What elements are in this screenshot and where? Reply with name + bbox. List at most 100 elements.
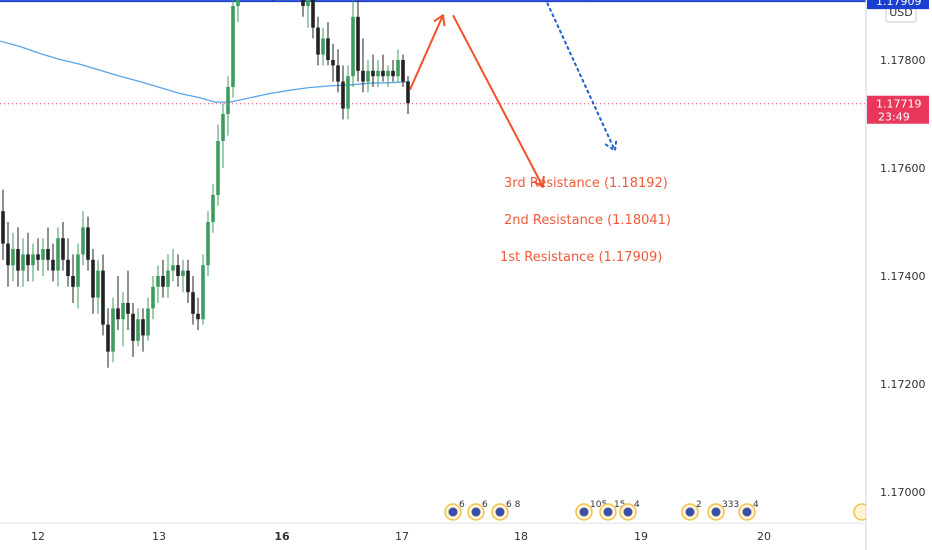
candle-body: [201, 265, 205, 320]
candle: [316, 16, 320, 66]
current-price-badge: [867, 95, 929, 124]
candle-body: [381, 70, 385, 77]
candle: [371, 54, 375, 87]
candle-body: [206, 222, 210, 266]
candle: [131, 303, 135, 357]
candle-body: [136, 319, 140, 341]
event-marker[interactable]: 105: [575, 500, 607, 521]
candle-body: [76, 254, 80, 287]
candle-body: [341, 81, 345, 109]
event-count: 333: [722, 500, 739, 510]
event-marker[interactable]: 6: [467, 500, 488, 521]
candle-body: [111, 308, 115, 352]
event-count: 15: [614, 500, 625, 510]
candle-body: [31, 254, 35, 266]
candle: [236, 0, 240, 23]
candle-body: [86, 227, 90, 260]
candle-body: [106, 324, 110, 352]
candle-body: [21, 254, 25, 271]
x-tick-label: 16: [274, 530, 290, 543]
event-marker[interactable]: 15: [599, 500, 625, 521]
candle: [191, 276, 195, 325]
x-tick-label: 18: [514, 530, 528, 543]
x-tick-label: 19: [634, 530, 648, 543]
event-marker[interactable]: 6: [444, 500, 465, 521]
candle: [346, 65, 350, 120]
event-marker[interactable]: 4: [619, 500, 640, 521]
candles: [1, 0, 410, 368]
candle: [21, 238, 25, 287]
candle: [91, 249, 95, 314]
event-flag-icon: [495, 507, 505, 517]
candle-body: [151, 286, 155, 309]
candle-body: [306, 0, 310, 6]
candle-body: [116, 308, 120, 320]
candle: [11, 232, 15, 282]
event-count: 2: [696, 500, 702, 510]
resistance-label-2: 2nd Resistance (1.18041): [504, 213, 671, 228]
candle: [31, 243, 35, 282]
scenario-arrowhead-1: [433, 14, 446, 27]
candle: [206, 211, 210, 276]
candle-body: [401, 60, 405, 82]
candle: [116, 276, 120, 330]
scenario-arrowhead-2: [533, 175, 545, 188]
currency-label: USD: [889, 6, 913, 19]
candle: [161, 259, 165, 298]
candle: [36, 238, 40, 271]
candle-body: [336, 65, 340, 82]
candle: [211, 184, 215, 233]
y-tick-label: 1.17400: [880, 270, 926, 283]
candle-body: [311, 0, 315, 28]
event-flag-icon: [603, 507, 613, 517]
resistance-levels: [0, 0, 866, 3]
candle-body: [146, 308, 150, 336]
candle-body: [186, 270, 190, 293]
candle: [86, 216, 90, 271]
y-axis[interactable]: 1.188001.186001.184001.180001.178001.176…: [865, 0, 932, 550]
candle: [46, 227, 50, 271]
candle-body: [406, 81, 410, 104]
candle: [311, 0, 315, 39]
event-marker[interactable]: 4: [738, 500, 759, 521]
event-marker[interactable]: 6 8: [491, 500, 521, 521]
candle-body: [91, 259, 95, 298]
event-marker[interactable]: 2: [681, 500, 702, 521]
candle-body: [36, 254, 40, 260]
candle: [326, 22, 330, 66]
y-tick-label: 1.17000: [880, 486, 926, 499]
event-count: 6: [482, 500, 488, 510]
candle-body: [156, 276, 160, 287]
candle-body: [326, 38, 330, 60]
candle-body: [366, 70, 370, 82]
x-tick-labels: 12 13 16 17 18 19 20: [31, 530, 771, 543]
event-marker[interactable]: 333: [707, 500, 739, 521]
candle: [51, 243, 55, 282]
candle-body: [171, 265, 175, 271]
candle: [386, 65, 390, 87]
candle-body: [11, 249, 15, 266]
candle: [1, 189, 5, 260]
candle: [331, 43, 335, 82]
candle-body: [231, 6, 235, 87]
candle-body: [176, 265, 180, 276]
candle: [406, 76, 410, 114]
price-badge-3: [867, 0, 929, 10]
candle-body: [391, 70, 395, 77]
candle-body: [371, 70, 375, 77]
candle-body: [321, 38, 325, 55]
economic-events[interactable]: 6 6 6 8 105 15 4 2 333 4: [444, 500, 871, 521]
candle: [146, 297, 150, 341]
candle: [171, 249, 175, 282]
candle-body: [71, 276, 75, 287]
candle-body: [126, 303, 130, 314]
candle-body: [396, 60, 400, 77]
countdown-text: 23:49: [878, 111, 910, 124]
candle-body: [96, 270, 100, 298]
event-flag-icon: [742, 507, 752, 517]
candle-body: [166, 270, 170, 287]
event-flag-icon: [471, 507, 481, 517]
candle-body: [61, 238, 65, 260]
